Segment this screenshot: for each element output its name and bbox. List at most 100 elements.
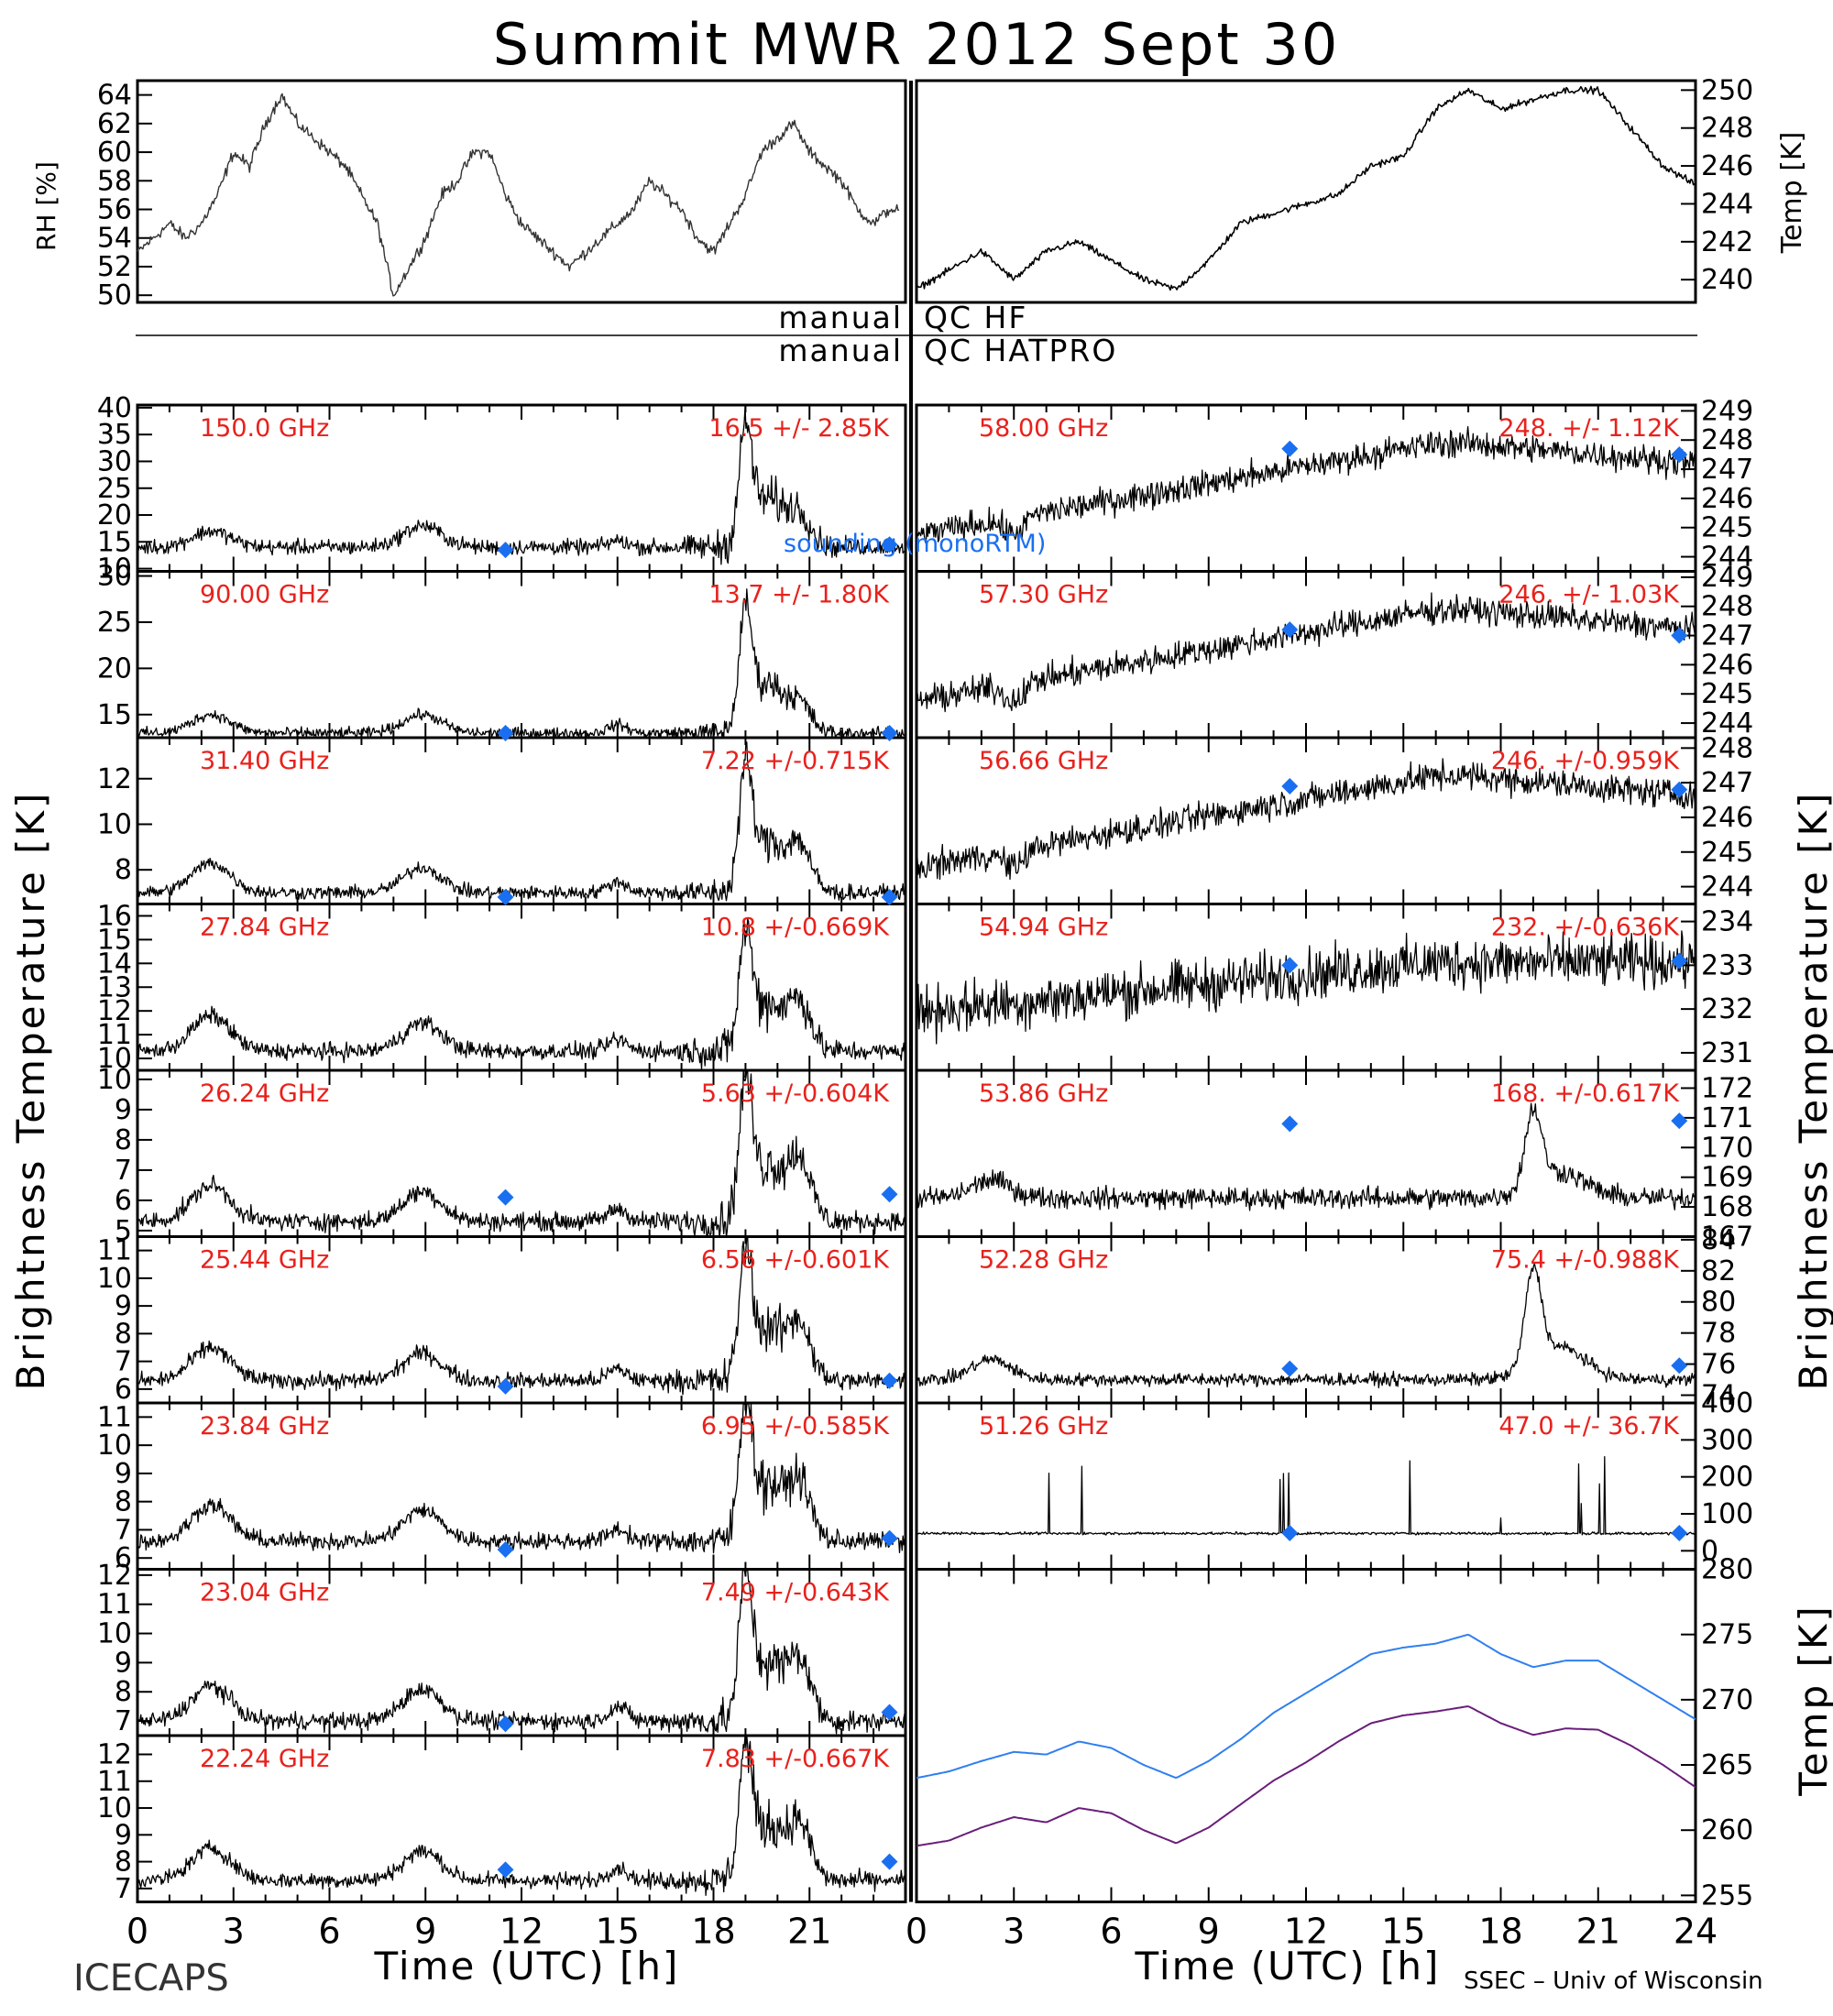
- channel-label: 150.0 GHz: [200, 414, 329, 443]
- channel-panel-ytick-label: 10: [97, 1430, 132, 1462]
- channel-panel-ytick-label: 76: [1701, 1349, 1736, 1381]
- temp-trace: [916, 85, 1696, 291]
- blackbody-panel-ytick-label: 275: [1701, 1619, 1753, 1651]
- x-tick-label-right: 24: [1674, 1912, 1718, 1952]
- channel-panel-ytick-label: 0: [1701, 1535, 1718, 1567]
- sounding-marker: [497, 889, 514, 906]
- channel-panel-ytick-label: 400: [1701, 1387, 1753, 1419]
- qc-block: manual QC HF manual QC HATPRO: [136, 300, 1697, 368]
- channel-panel-ytick-label: 25: [97, 607, 132, 639]
- channel-trace: [916, 1102, 1696, 1211]
- x-tick-label-right: 15: [1381, 1912, 1425, 1952]
- channel-panel-ytick-label: 247: [1701, 454, 1753, 486]
- channel-panel-ytick-label: 100: [1701, 1498, 1753, 1530]
- channel-label: 23.84 GHz: [200, 1412, 329, 1441]
- channel-panel-ytick-label: 74: [1701, 1380, 1736, 1412]
- channel-panel-ytick-label: 247: [1701, 620, 1753, 652]
- channel-stat: 75.4 +/-0.988K: [1491, 1246, 1680, 1275]
- channel-panel-ytick-label: 12: [97, 1560, 132, 1592]
- channel-panel-ytick-label: 246: [1701, 802, 1753, 834]
- channel-panel-ytick-label: 15: [97, 526, 132, 558]
- channel-panel-ytick-label: 244: [1701, 542, 1753, 574]
- x-tick-label-left: 15: [596, 1912, 640, 1952]
- blackbody-panel-ytick-label: 280: [1701, 1554, 1753, 1586]
- channel-stat: 7.83 +/-0.667K: [701, 1745, 890, 1773]
- channel-panel-ytick-label: 9: [115, 1094, 132, 1126]
- blackbody-trace-0: [916, 1633, 1696, 1780]
- channel-stat: 246. +/- 1.03K: [1498, 581, 1680, 609]
- temp-panel-ytick-label: 250: [1701, 74, 1753, 106]
- channel-label: 27.84 GHz: [200, 914, 329, 942]
- channel-trace: [137, 917, 906, 1070]
- x-tick-label-right: 6: [1100, 1912, 1122, 1952]
- blackbody-panel-ytick-label: 270: [1701, 1684, 1753, 1716]
- channel-label: 53.86 GHz: [979, 1079, 1108, 1108]
- sounding-marker: [881, 536, 898, 553]
- x-tick-label-left: 21: [787, 1912, 831, 1952]
- channel-panel-ytick-label: 16: [97, 900, 132, 932]
- panel-labels: 5052545658606264240242244246248250101520…: [97, 74, 1753, 1951]
- channel-panel-ytick-label: 11: [97, 1589, 132, 1621]
- channel-panel-ytick-label: 246: [1701, 649, 1753, 681]
- sounding-marker: [1281, 1524, 1299, 1541]
- qc-hatpro-label: QC HATPRO: [924, 333, 1117, 368]
- channel-label: 22.24 GHz: [200, 1745, 329, 1773]
- sounding-marker: [497, 542, 514, 559]
- channel-trace: [916, 426, 1696, 545]
- temp-panel-ytick-label: 242: [1701, 226, 1753, 258]
- channel-label: 52.28 GHz: [979, 1246, 1108, 1275]
- channel-panel-ytick-label: 15: [97, 699, 132, 731]
- channel-panel-ytick-label: 244: [1701, 871, 1753, 904]
- channel-stat: 47.0 +/- 36.7K: [1498, 1412, 1680, 1441]
- channel-panel-ytick-label: 8: [115, 854, 132, 886]
- qc-hf-label: QC HF: [924, 300, 1027, 335]
- channel-panel-ytick-label: 8: [115, 1318, 132, 1350]
- sounding-marker: [881, 1704, 898, 1721]
- sounding-marker: [497, 1715, 514, 1733]
- rh-panel-ytick-label: 54: [97, 223, 132, 255]
- sounding-marker: [1671, 781, 1688, 798]
- channel-trace: [916, 592, 1696, 713]
- channel-panel-ytick-label: 248: [1701, 591, 1753, 623]
- channel-panel-ytick-label: 78: [1701, 1318, 1736, 1350]
- channel-stat: 232. +/-0.636K: [1491, 914, 1680, 942]
- channel-panel-ytick-label: 8: [115, 1676, 132, 1708]
- rh-panel-frame: [136, 79, 907, 304]
- channel-trace: [137, 406, 906, 565]
- sounding-marker: [1671, 627, 1688, 644]
- x-tick-label-right: 9: [1198, 1912, 1220, 1952]
- sounding-marker: [881, 724, 898, 741]
- channel-stat: 168. +/-0.617K: [1491, 1079, 1680, 1108]
- right-brightness-label: Brightness Temperature [K]: [1791, 791, 1833, 1391]
- x-tick-label-right: 0: [906, 1912, 927, 1952]
- sounding-marker: [881, 889, 898, 906]
- sounding-marker: [497, 724, 514, 741]
- temp-panel-ytick-label: 240: [1701, 264, 1753, 296]
- channel-panel-ytick-label: 84: [1701, 1224, 1736, 1256]
- channel-panel-ytick-label: 9: [115, 1819, 132, 1851]
- blackbody-panel-ytick-label: 255: [1701, 1879, 1753, 1912]
- rh-panel-ytick-label: 60: [97, 137, 132, 169]
- channel-stat: 246. +/-0.959K: [1491, 747, 1680, 775]
- channel-panel-ytick-label: 11: [97, 1019, 132, 1051]
- channel-stat: 7.22 +/-0.715K: [701, 747, 890, 775]
- blackbody-panel-ytick-label: 260: [1701, 1814, 1753, 1846]
- channel-panel-ytick-label: 248: [1701, 424, 1753, 456]
- channel-panel-ytick-label: 231: [1701, 1037, 1753, 1069]
- sounding-marker: [497, 1377, 514, 1395]
- x-tick-label-right: 12: [1284, 1912, 1328, 1952]
- channel-panel-ytick-label: 244: [1701, 707, 1753, 740]
- channel-panel-ytick-label: 6: [115, 1185, 132, 1217]
- channel-trace: [916, 758, 1696, 881]
- channel-panel-ytick-label: 20: [97, 499, 132, 531]
- x-axis-label-right: Time (UTC) [h]: [1135, 1944, 1441, 1989]
- channel-panel-ytick-label: 7: [115, 1873, 132, 1905]
- channel-panel-ytick-label: 246: [1701, 483, 1753, 515]
- channel-label: 26.24 GHz: [200, 1079, 329, 1108]
- channel-stat: 13.7 +/- 1.80K: [708, 581, 890, 609]
- channel-panel-ytick-label: 232: [1701, 993, 1753, 1025]
- sounding-marker: [1671, 952, 1688, 970]
- qc-hatpro-manual: manual: [778, 333, 903, 368]
- sounding-marker: [1281, 1360, 1299, 1377]
